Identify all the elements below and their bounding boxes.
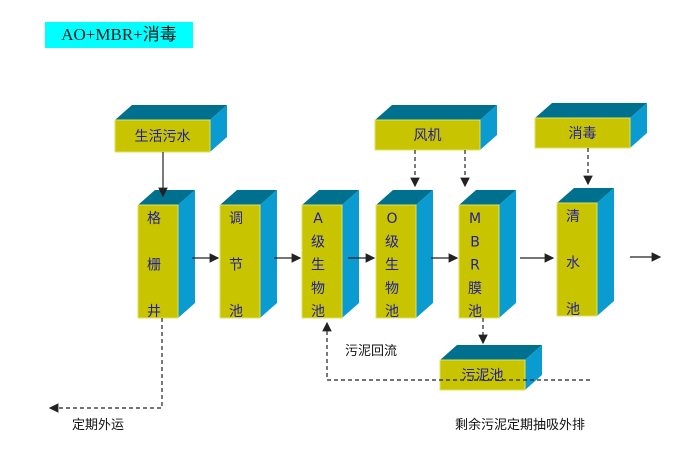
box-top-face [302, 190, 359, 205]
box-side-face [630, 103, 647, 148]
box-top-face [376, 190, 433, 205]
box-side-face [480, 105, 497, 150]
box-label-char: B [470, 234, 480, 250]
diagram-title: AO+MBR+消毒 [45, 22, 193, 48]
box-label: 风机 [414, 128, 442, 144]
box-label-char: 调 [229, 211, 243, 227]
box-front-face [374, 119, 481, 151]
box-top-face [459, 190, 516, 205]
box-top-face [220, 190, 277, 205]
blower-box: 风机 [374, 105, 497, 151]
box-label-char: 清 [566, 209, 580, 225]
sewage-box: 生活污水 [114, 105, 227, 153]
box-label-char: 生 [311, 258, 325, 274]
box-label-char: 节 [229, 258, 243, 274]
box-side-face [416, 190, 433, 318]
box-front-face [439, 359, 526, 391]
box-front-face [114, 119, 211, 153]
box-top-face [138, 190, 195, 205]
box-label-char: 井 [147, 304, 161, 320]
box-label-char: 栅 [147, 258, 161, 274]
box-label-char: 池 [566, 302, 580, 318]
box-label-char: 池 [385, 304, 399, 320]
box-label-char: 级 [385, 234, 399, 250]
box-top-face [535, 103, 647, 118]
box-label-char: R [470, 258, 480, 274]
box-label-char: 池 [468, 304, 482, 320]
box-side-face [260, 190, 277, 318]
box-top-face [557, 188, 614, 203]
box-front-face [556, 202, 598, 317]
box-label: 消毒 [569, 126, 597, 142]
disinfect-box: 消毒 [534, 103, 647, 149]
box-top-face [375, 105, 497, 120]
box-front-face [137, 204, 179, 319]
box-front-face [219, 204, 261, 319]
box-side-face [178, 190, 195, 318]
box-label: 生活污水 [135, 129, 191, 145]
sludge-tank-box: 污泥池 [439, 345, 542, 391]
box-label-char: 物 [385, 281, 399, 297]
box-side-face [210, 105, 227, 152]
box-label-char: 池 [311, 304, 325, 320]
box-label: 污泥池 [462, 368, 504, 384]
box-front-face [458, 204, 500, 319]
arrow-grille-removal [48, 318, 163, 413]
box-label-char: 膜 [468, 281, 482, 297]
clear-water-box: 清水池 [556, 188, 614, 318]
excess-sludge-label: 剩余污泥定期抽吸外排 [455, 417, 585, 433]
box-side-face [597, 188, 614, 316]
box-label-char: 池 [229, 304, 243, 320]
box-side-face [342, 190, 359, 318]
box-top-face [440, 345, 542, 360]
box-front-face [301, 204, 343, 319]
box-label-char: A [313, 211, 323, 227]
box-side-face [499, 190, 516, 318]
sludge-return-label: 污泥回流 [345, 344, 397, 359]
box-front-face [534, 117, 631, 149]
box-label-char: 生 [385, 258, 399, 274]
box-side-face [525, 345, 542, 390]
arrow-sludge-return [322, 321, 590, 381]
box-label-char: 级 [311, 234, 325, 250]
box-label-char: 格 [147, 211, 161, 227]
box-label-char: 物 [311, 281, 325, 297]
box-front-face [375, 204, 417, 319]
regulating-box: 调节池 [219, 190, 277, 320]
box-label-char: M [469, 211, 481, 227]
grille-box: 格栅井 [137, 190, 195, 320]
box-label-char: O [386, 211, 397, 227]
periodic-removal-label: 定期外运 [72, 418, 124, 433]
box-label-char: 水 [566, 256, 580, 272]
box-top-face [115, 105, 227, 120]
